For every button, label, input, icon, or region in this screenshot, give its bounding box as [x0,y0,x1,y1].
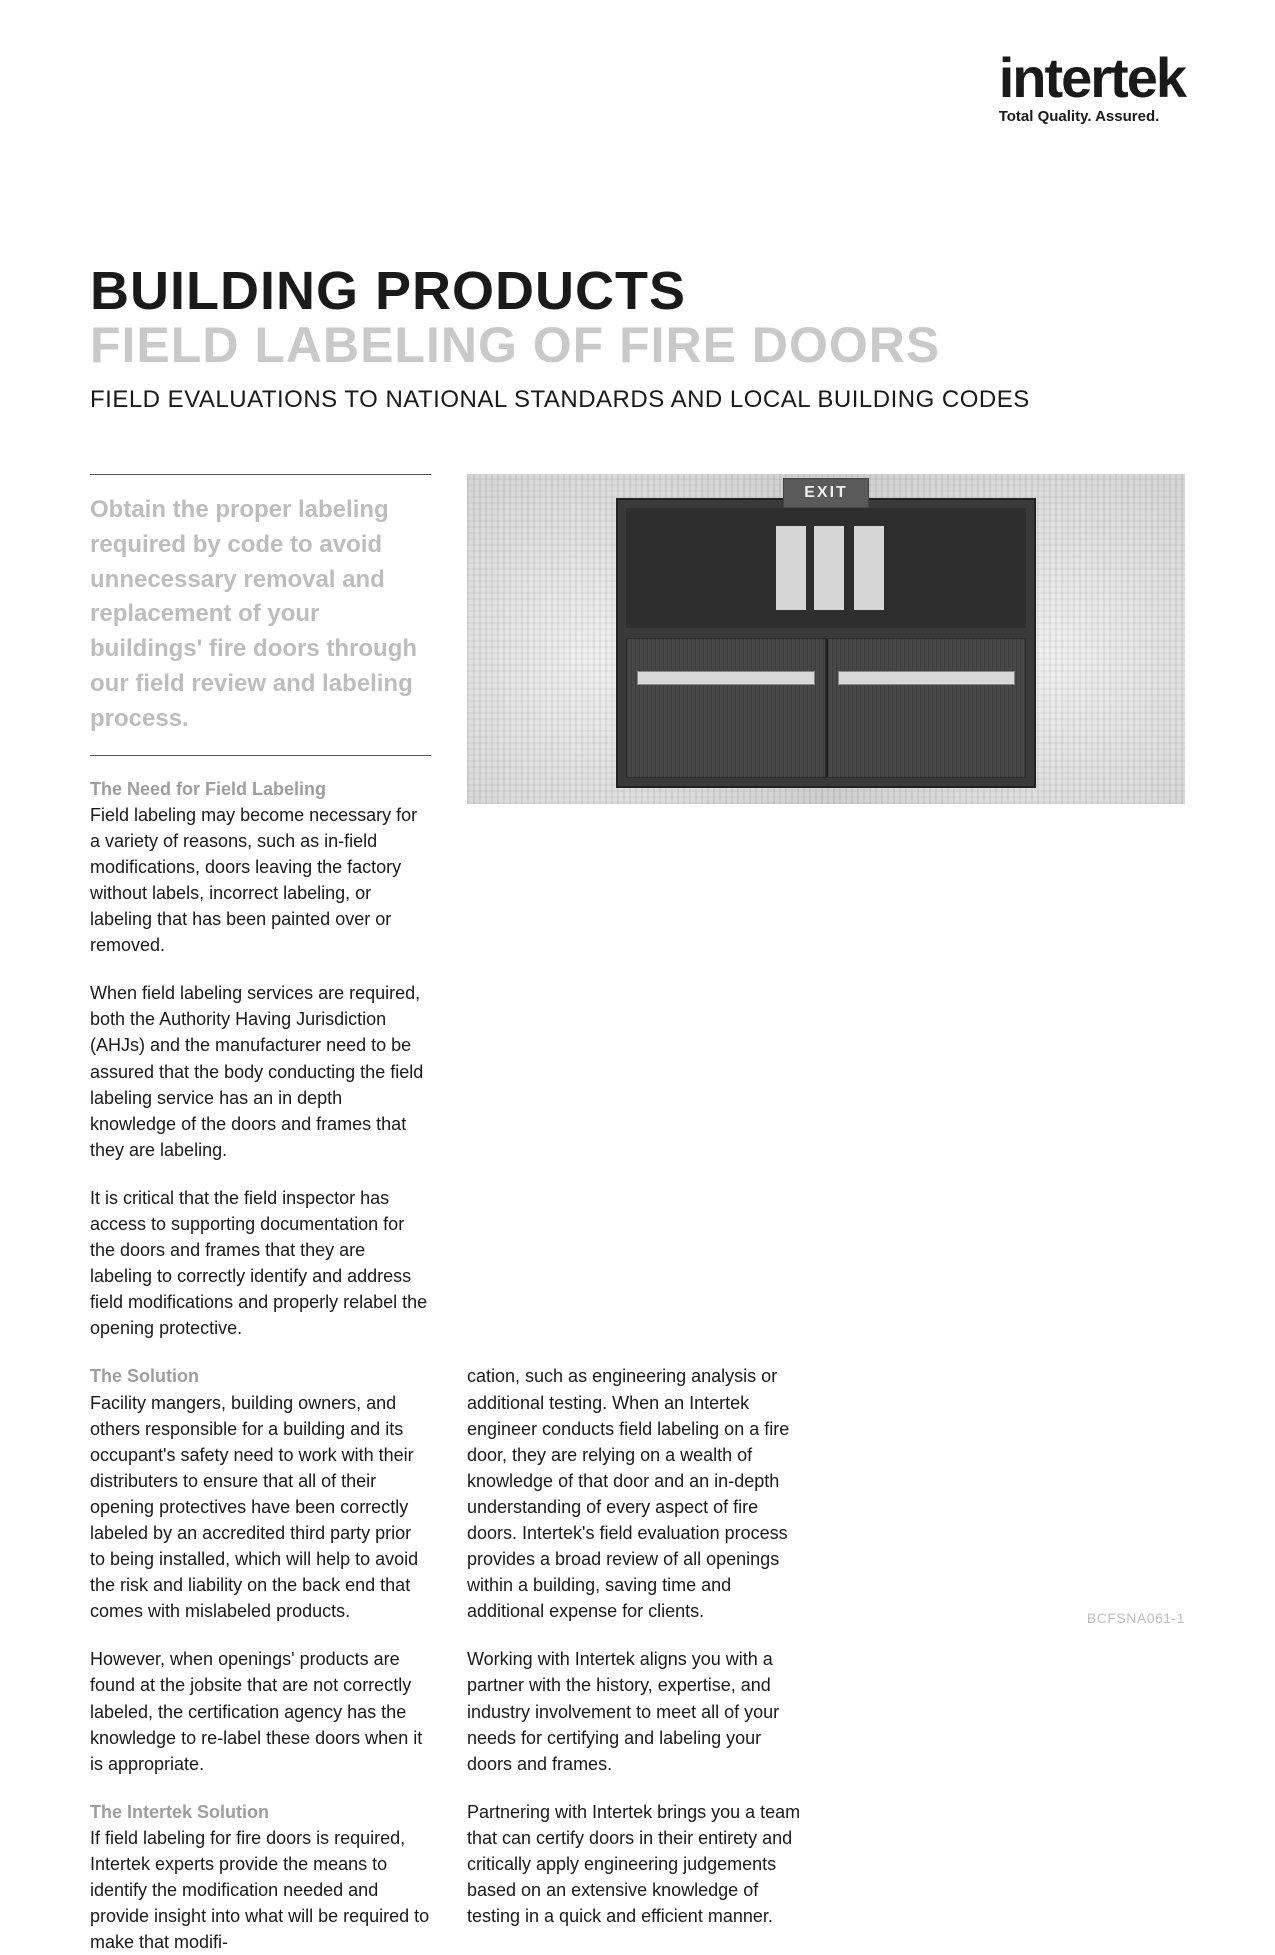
heading-need: The Need for Field Labeling [90,779,326,799]
column-2: The Solution Facility mangers, building … [90,1363,431,1955]
solution-p1: Facility mangers, building owners, and o… [90,1393,418,1622]
solution-p2: However, when openings' products are fou… [90,1646,431,1776]
section-intertek: The Intertek Solution If field labeling … [90,1799,431,1955]
need-p3: It is critical that the field inspector … [90,1185,431,1342]
intertek-p1a: If field labeling for fire doors is requ… [90,1828,429,1952]
column-3: cation, such as engineering analysis or … [467,1363,808,1955]
title-block: BUILDING PRODUCTS FIELD LABELING OF FIRE… [90,260,1185,414]
door-left [626,638,826,778]
footer-doc-code: BCFSNA061-1 [1087,1610,1185,1626]
transom-lite [776,526,806,610]
fire-door-illustration: EXIT [616,498,1036,788]
section-solution: The Solution Facility mangers, building … [90,1363,431,1624]
intertek-p2: Working with Intertek aligns you with a … [467,1646,808,1776]
heading-solution: The Solution [90,1366,199,1386]
heading-intertek: The Intertek Solution [90,1802,269,1822]
brand-logo: intertek Total Quality. Assured. [999,50,1185,125]
brand-name: intertek [999,50,1185,106]
intertek-p3: Partnering with Intertek brings you a te… [467,1799,808,1929]
rule-bottom [90,755,431,756]
content-grid: Obtain the proper labeling required by c… [90,474,1185,1955]
rule-top [90,474,431,475]
intertek-p1b: cation, such as engineering analysis or … [467,1363,808,1624]
need-p2: When field labeling services are require… [90,980,431,1163]
need-p1: Field labeling may become necessary for … [90,805,417,955]
transom [626,508,1026,628]
section-need: The Need for Field Labeling Field labeli… [90,776,431,959]
hero-image: EXIT [467,474,1185,804]
transom-lite [814,526,844,610]
exit-sign: EXIT [783,478,869,508]
subtitle: FIELD EVALUATIONS TO NATIONAL STANDARDS … [90,386,1185,414]
column-1: Obtain the proper labeling required by c… [90,474,431,1363]
push-bar [637,671,815,685]
door-right [826,638,1027,778]
transom-lite [854,526,884,610]
brand-tagline: Total Quality. Assured. [999,108,1185,125]
push-bar [838,671,1016,685]
title-line1: BUILDING PRODUCTS [90,260,1185,322]
page: intertek Total Quality. Assured. BUILDIN… [0,0,1275,1650]
callout-text: Obtain the proper labeling required by c… [90,493,431,737]
title-line2: FIELD LABELING OF FIRE DOORS [90,316,1185,374]
door-pair [626,638,1026,778]
